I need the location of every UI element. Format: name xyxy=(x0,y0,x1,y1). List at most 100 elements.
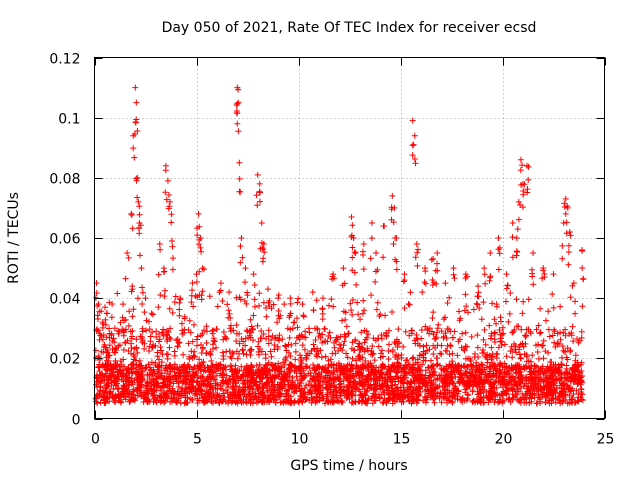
data-point xyxy=(186,353,193,360)
data-point xyxy=(503,285,510,292)
data-point xyxy=(418,352,425,359)
data-point xyxy=(493,384,500,391)
data-point xyxy=(294,299,301,306)
data-point xyxy=(243,300,250,307)
data-point xyxy=(233,330,240,337)
data-point xyxy=(474,383,481,390)
data-point xyxy=(256,198,263,205)
data-point xyxy=(155,356,162,363)
data-point xyxy=(572,298,579,305)
data-point xyxy=(521,383,528,390)
data-point xyxy=(462,343,469,350)
data-point xyxy=(344,391,351,398)
data-point xyxy=(332,384,339,391)
data-point xyxy=(217,361,224,368)
data-point xyxy=(209,392,216,399)
data-point xyxy=(389,192,396,199)
data-point xyxy=(301,346,308,353)
data-point xyxy=(261,398,268,405)
data-point xyxy=(177,392,184,399)
data-point xyxy=(358,392,365,399)
data-point xyxy=(575,362,582,369)
data-point xyxy=(515,323,522,330)
data-point xyxy=(226,289,233,296)
data-point xyxy=(537,366,544,373)
data-point xyxy=(164,383,171,390)
data-point xyxy=(368,292,375,299)
data-point xyxy=(431,392,438,399)
x-tick-label: 0 xyxy=(91,432,100,448)
data-point xyxy=(244,289,251,296)
data-point xyxy=(380,223,387,230)
data-point xyxy=(385,348,392,355)
data-point xyxy=(187,395,194,402)
data-point xyxy=(282,373,289,380)
data-point xyxy=(164,336,171,343)
data-point xyxy=(400,343,407,350)
data-point xyxy=(357,316,364,323)
data-point xyxy=(574,336,581,343)
data-point xyxy=(106,352,113,359)
data-point xyxy=(512,364,519,371)
data-point xyxy=(360,372,367,379)
data-point xyxy=(545,326,552,333)
data-point xyxy=(133,99,140,106)
data-point xyxy=(219,349,226,356)
data-point xyxy=(267,348,274,355)
data-point xyxy=(160,326,167,333)
y-tick-label: 0.08 xyxy=(49,172,80,188)
data-point xyxy=(376,394,383,401)
data-point xyxy=(156,241,163,248)
data-point xyxy=(190,386,197,393)
data-point xyxy=(486,363,493,370)
data-point xyxy=(307,389,314,396)
data-point xyxy=(470,397,477,404)
data-point xyxy=(496,244,503,251)
data-point xyxy=(270,301,277,308)
data-point xyxy=(303,382,310,389)
data-point xyxy=(473,300,480,307)
data-point xyxy=(400,365,407,372)
data-point xyxy=(174,343,181,350)
data-point xyxy=(389,390,396,397)
data-point xyxy=(259,258,266,265)
data-point xyxy=(239,347,246,354)
data-point xyxy=(269,378,276,385)
data-point xyxy=(111,339,118,346)
data-point xyxy=(368,235,375,242)
data-point xyxy=(409,355,416,362)
data-point xyxy=(195,210,202,217)
data-point xyxy=(242,342,249,349)
data-point xyxy=(509,219,516,226)
data-point xyxy=(262,304,269,311)
data-point xyxy=(141,309,148,316)
data-point xyxy=(478,390,485,397)
data-point xyxy=(416,367,423,374)
data-point xyxy=(341,370,348,377)
data-point xyxy=(193,278,200,285)
data-point xyxy=(529,376,536,383)
data-point xyxy=(349,311,356,318)
data-point xyxy=(223,387,230,394)
data-point xyxy=(254,202,261,209)
data-point xyxy=(483,364,490,371)
data-point xyxy=(147,385,154,392)
data-point xyxy=(162,189,169,196)
data-point xyxy=(291,319,298,326)
data-point xyxy=(523,332,530,339)
data-point xyxy=(521,399,528,406)
data-point xyxy=(125,254,132,261)
data-point xyxy=(213,372,220,379)
data-point xyxy=(543,367,550,373)
data-point xyxy=(300,313,307,320)
data-point xyxy=(545,308,552,315)
data-point xyxy=(315,333,322,340)
data-point xyxy=(247,378,254,385)
data-point xyxy=(157,291,164,298)
data-point xyxy=(227,375,234,382)
data-point xyxy=(557,329,564,336)
data-point xyxy=(106,299,113,306)
data-point xyxy=(251,394,258,401)
data-point xyxy=(457,315,464,322)
data-point xyxy=(350,383,357,390)
